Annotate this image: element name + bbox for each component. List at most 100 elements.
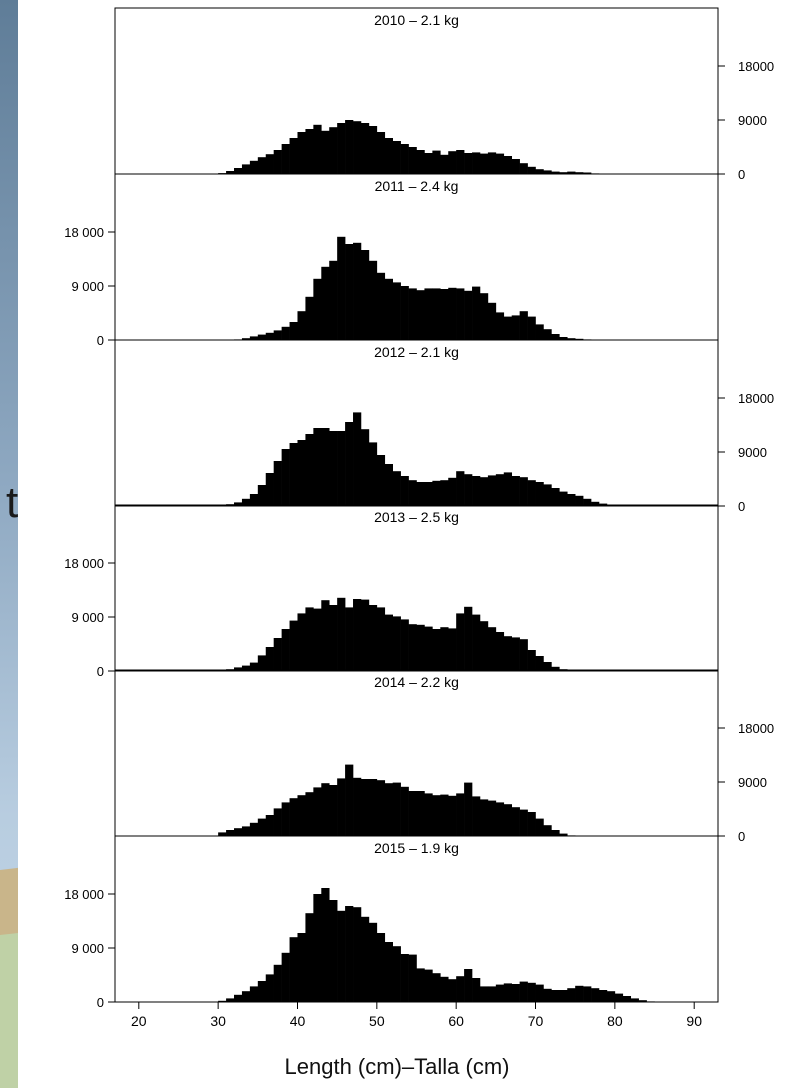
histogram-bar (329, 785, 338, 836)
histogram-bar (368, 779, 378, 836)
histogram-bar (384, 278, 393, 340)
background-slide-text: t (6, 478, 19, 527)
histogram-bar (535, 984, 544, 1002)
histogram-bar (551, 171, 560, 174)
histogram-bar (353, 121, 362, 174)
histogram-bar (305, 129, 314, 174)
histogram-bar (456, 793, 465, 836)
histogram-bar (503, 636, 513, 671)
y-tick-label: 9 000 (71, 279, 104, 294)
histogram-bar (551, 666, 560, 671)
histogram-bar (432, 795, 441, 836)
histogram-bar (376, 933, 386, 1002)
panel-title: 2015 – 1.9 kg (374, 840, 459, 856)
histogram-bar (257, 485, 267, 506)
histogram-bar (479, 799, 489, 836)
histogram-bar (408, 147, 417, 174)
x-tick-label: 70 (528, 1013, 544, 1029)
histogram-bar (487, 152, 497, 174)
histogram-bar (360, 599, 370, 671)
histogram-bar (265, 974, 274, 1002)
histogram-bar (400, 786, 409, 836)
histogram-bar (567, 171, 576, 174)
y-tick-label: 9 000 (71, 941, 104, 956)
histogram-bar (527, 982, 536, 1002)
histogram-bar (273, 330, 282, 340)
histogram-bar (567, 988, 576, 1002)
histogram-bar (321, 130, 330, 174)
histogram-bar (424, 153, 433, 174)
histogram-bar (464, 153, 473, 174)
histogram-bar (313, 787, 322, 836)
histogram-bar (305, 792, 314, 836)
histogram-bar (464, 969, 473, 1002)
histogram-bar (321, 428, 330, 506)
histogram-bar (519, 311, 528, 340)
histogram-bar (448, 151, 457, 174)
panel-title: 2010 – 2.1 kg (374, 12, 459, 28)
histogram-bar (503, 804, 513, 836)
histogram-bar (424, 793, 433, 836)
histogram-bar (400, 144, 409, 174)
histogram-bar (321, 600, 330, 671)
histogram-bar (614, 993, 624, 1002)
histogram-bar (376, 455, 386, 506)
histogram-bar (400, 476, 409, 506)
histogram-bar (400, 954, 409, 1002)
histogram-bar (519, 163, 528, 174)
histogram-bar (305, 913, 314, 1002)
histogram-bar (273, 461, 282, 506)
histogram-bar (273, 638, 282, 671)
histogram-bar (257, 981, 267, 1002)
histogram-bar (337, 123, 346, 174)
histogram-bar (432, 150, 441, 174)
histogram-bar (495, 153, 505, 174)
histogram-bar (424, 626, 433, 671)
histogram-bar (495, 632, 505, 671)
histogram-bar (368, 442, 378, 506)
histogram-bar (305, 296, 314, 340)
histogram-bar (360, 123, 370, 174)
histogram-bar (384, 614, 393, 671)
histogram-bar (337, 910, 346, 1002)
x-tick-label: 90 (686, 1013, 702, 1029)
histogram-bar (448, 287, 457, 340)
histogram-bar (432, 480, 441, 506)
histogram-bar (511, 476, 520, 506)
histogram-bar (519, 809, 528, 836)
histogram-bar (543, 662, 552, 671)
histogram-bar (543, 170, 552, 174)
histogram-bar (559, 172, 568, 174)
histogram-bar (289, 443, 298, 506)
histogram-bar (575, 985, 584, 1002)
histogram-bar (265, 473, 274, 506)
x-axis-title: Length (cm)–Talla (cm) (284, 1054, 510, 1079)
histogram-bar (281, 952, 290, 1002)
histogram-bar (329, 127, 338, 174)
y-tick-label: 18000 (738, 59, 774, 74)
histogram-bar (289, 798, 298, 836)
y-tick-label: 18 000 (64, 225, 104, 240)
histogram-bar (606, 991, 616, 1002)
histogram-bar (289, 937, 298, 1002)
histogram-bar (575, 495, 584, 506)
histogram-bar (472, 978, 481, 1002)
histogram-bar (487, 986, 497, 1002)
histogram-bar (265, 815, 274, 836)
histogram-bar (313, 894, 322, 1002)
histogram-bar (519, 639, 528, 671)
histogram-bar (392, 282, 401, 340)
histogram-bar (241, 665, 251, 671)
histogram-bar (353, 242, 362, 340)
histogram-bar (638, 1000, 647, 1002)
histogram-bar (472, 152, 481, 174)
histogram-bar (226, 998, 235, 1002)
histogram-bar (384, 783, 393, 836)
histogram-bar (464, 606, 473, 671)
histogram-bar (511, 984, 520, 1002)
histogram-bar (503, 983, 513, 1002)
histogram-bar (281, 629, 290, 671)
histogram-bar (257, 157, 267, 174)
histogram-bar (337, 236, 346, 340)
